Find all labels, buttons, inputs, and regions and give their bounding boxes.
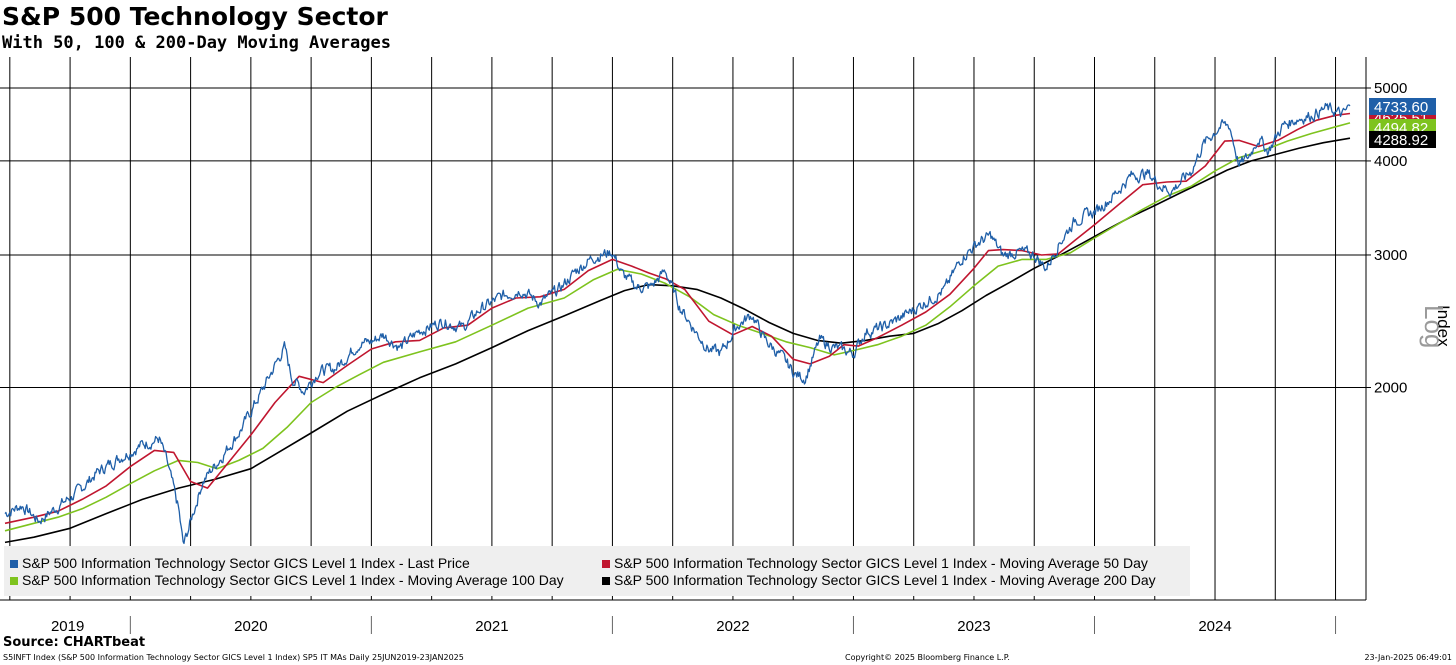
source-note: Source: CHARTbeat <box>3 635 146 650</box>
legend-label-ma50: S&P 500 Information Technology Sector GI… <box>614 555 1148 571</box>
last-value-text-price: 4733.60 <box>1374 99 1428 116</box>
year-label: 2023 <box>957 618 990 635</box>
legend-label-ma100: S&P 500 Information Technology Sector GI… <box>22 572 564 588</box>
year-label: 2021 <box>475 618 508 635</box>
series-line-ma50 <box>4 112 1351 525</box>
y-tick-label: 4000 <box>1374 153 1407 170</box>
y-tick-label: 2000 <box>1374 380 1407 397</box>
year-label: 2020 <box>234 618 267 635</box>
legend-item-ma50: S&P 500 Information Technology Sector GI… <box>602 555 1148 571</box>
legend-item-last-price: S&P 500 Information Technology Sector GI… <box>10 555 470 571</box>
chart-subtitle: With 50, 100 & 200-Day Moving Averages <box>2 33 391 53</box>
last-value-text-ma200: 4288.92 <box>1374 132 1428 149</box>
legend-swatch-last-price <box>10 560 18 568</box>
legend-label-last-price: S&P 500 Information Technology Sector GI… <box>22 555 470 571</box>
series-line-ma200 <box>4 137 1351 544</box>
legend: S&P 500 Information Technology Sector GI… <box>4 546 1190 596</box>
chart-title: S&P 500 Technology Sector <box>2 2 388 31</box>
series-line-price <box>4 102 1351 545</box>
legend-label-ma200: S&P 500 Information Technology Sector GI… <box>614 572 1156 588</box>
footer-description: S5INFT Index (S&P 500 Information Techno… <box>3 653 464 662</box>
last-value-badge-price-front <box>1369 98 1436 115</box>
y-axis-label: Index <box>1434 305 1453 347</box>
y-tick-label: 5000 <box>1374 80 1407 97</box>
legend-swatch-ma50 <box>602 560 610 568</box>
year-label: 2022 <box>716 618 749 635</box>
legend-swatch-ma200 <box>602 577 610 585</box>
scale-label: Log <box>1419 305 1449 348</box>
year-label: 2019 <box>51 618 84 635</box>
legend-item-ma200: S&P 500 Information Technology Sector GI… <box>602 572 1156 588</box>
last-value-badge-ma200-front <box>1369 131 1436 148</box>
footer-copyright: Copyright© 2025 Bloomberg Finance L.P. <box>845 653 1010 662</box>
legend-swatch-ma100 <box>10 577 18 585</box>
footer-timestamp: 23-Jan-2025 06:49:01 <box>1364 653 1452 662</box>
legend-item-ma100: S&P 500 Information Technology Sector GI… <box>10 572 564 588</box>
year-label: 2024 <box>1198 618 1231 635</box>
series-line-ma100 <box>4 122 1351 532</box>
y-tick-label: 3000 <box>1374 247 1407 264</box>
